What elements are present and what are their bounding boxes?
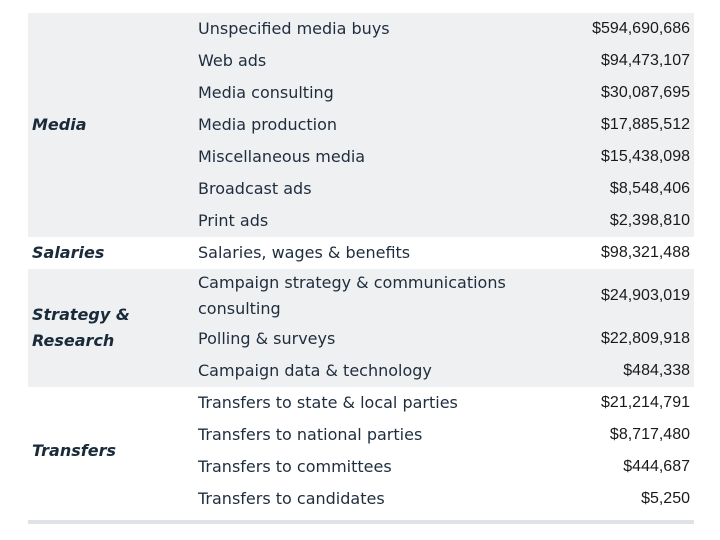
table-bottom-border — [28, 520, 694, 524]
table-row: Broadcast ads $8,548,406 — [28, 173, 694, 205]
row-label: Transfers to state & local parties — [198, 393, 458, 412]
table-row: Print ads $2,398,810 — [28, 205, 694, 237]
spending-table: Media Unspecified media buys $594,690,68… — [28, 13, 694, 515]
row-label: Transfers to candidates — [198, 489, 385, 508]
row-amount: $98,321,488 — [601, 244, 690, 261]
row-amount: $444,687 — [623, 458, 690, 475]
row-amount: $22,809,918 — [601, 330, 690, 347]
row-label: Unspecified media buys — [198, 19, 390, 38]
category-label: Transfers — [32, 441, 116, 460]
row-label: Campaign data & technology — [198, 361, 432, 380]
table-row: Transfers to committees $444,687 — [28, 451, 694, 483]
table-row: Transfers to state & local parties $21,2… — [28, 387, 694, 419]
row-amount: $21,214,791 — [601, 394, 690, 411]
table-row: Web ads $94,473,107 — [28, 45, 694, 77]
table-row: Media consulting $30,087,695 — [28, 77, 694, 109]
category-label: Salaries — [32, 243, 105, 262]
row-amount: $2,398,810 — [609, 212, 690, 229]
group-transfers: Transfers Transfers to state & local par… — [28, 387, 694, 515]
row-label: Salaries, wages & benefits — [198, 243, 411, 262]
table-row: Unspecified media buys $594,690,686 — [28, 13, 694, 45]
row-label: Transfers to national parties — [198, 425, 423, 444]
row-amount: $15,438,098 — [601, 148, 690, 165]
table-row: Transfers to candidates $5,250 — [28, 483, 694, 515]
row-amount: $94,473,107 — [601, 52, 690, 69]
group-salaries: Salaries Salaries, wages & benefits $98,… — [28, 237, 694, 269]
table-row: Salaries, wages & benefits $98,321,488 — [28, 237, 694, 269]
row-label: Miscellaneous media — [198, 147, 366, 166]
table-row: Campaign strategy & communications consu… — [28, 269, 694, 323]
table-row: Miscellaneous media $15,438,098 — [28, 141, 694, 173]
row-amount: $8,717,480 — [609, 426, 690, 443]
row-label: Media consulting — [198, 83, 334, 102]
row-amount: $8,548,406 — [609, 180, 690, 197]
category-label: Strategy & Research — [32, 305, 130, 350]
group-media: Media Unspecified media buys $594,690,68… — [28, 13, 694, 237]
row-label: Polling & surveys — [198, 329, 336, 348]
group-strategy-research: Strategy & Research Campaign strategy & … — [28, 269, 694, 387]
row-amount: $30,087,695 — [601, 84, 690, 101]
row-label: Broadcast ads — [198, 179, 312, 198]
row-label: Print ads — [198, 211, 269, 230]
row-amount: $17,885,512 — [601, 116, 690, 133]
row-amount: $24,903,019 — [601, 287, 690, 304]
row-label: Transfers to committees — [198, 457, 392, 476]
row-amount: $484,338 — [623, 362, 690, 379]
category-label: Media — [32, 115, 87, 134]
table-row: Polling & surveys $22,809,918 — [28, 323, 694, 355]
row-label: Media production — [198, 115, 338, 134]
row-amount: $5,250 — [641, 490, 690, 507]
table-row: Transfers to national parties $8,717,480 — [28, 419, 694, 451]
table-row: Media production $17,885,512 — [28, 109, 694, 141]
row-label: Campaign strategy & communications consu… — [198, 273, 506, 318]
row-amount: $594,690,686 — [592, 20, 690, 37]
table-row: Campaign data & technology $484,338 — [28, 355, 694, 387]
row-label: Web ads — [198, 51, 267, 70]
